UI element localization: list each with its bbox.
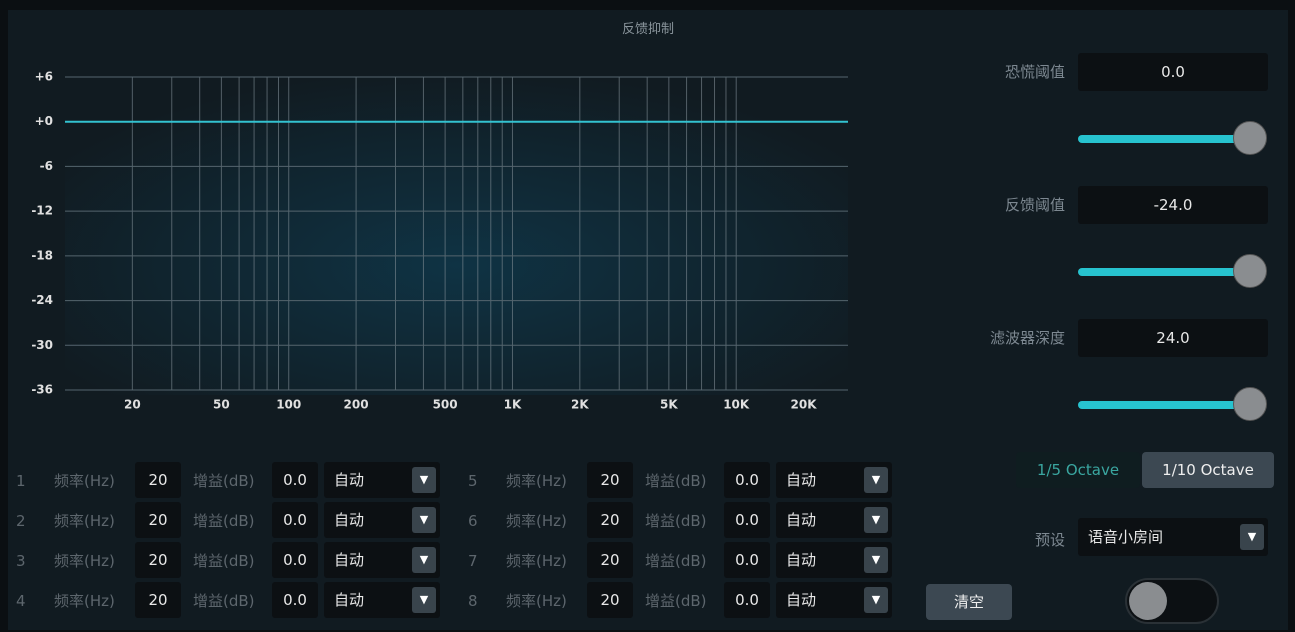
slider-track[interactable] (1078, 268, 1250, 276)
x-tick-label: 10K (723, 398, 750, 412)
freq-value[interactable]: 20 (135, 462, 181, 498)
y-tick-label: -6 (40, 159, 53, 173)
gain-label: 增益(dB) (193, 512, 255, 530)
freq-label: 频率(Hz) (54, 512, 115, 530)
dropdown-arrow[interactable]: ▼ (412, 587, 436, 613)
preset-dropdown[interactable]: 语音小房间 (1078, 518, 1268, 556)
freq-value[interactable]: 20 (587, 462, 633, 498)
gain-label: 增益(dB) (645, 592, 707, 610)
slider-knob[interactable] (1233, 387, 1267, 421)
freq-value[interactable]: 20 (587, 542, 633, 578)
freq-label: 频率(Hz) (506, 592, 567, 610)
clear-button[interactable]: 清空 (926, 584, 1012, 620)
x-tick-label: 5K (660, 398, 678, 412)
dropdown-arrow[interactable]: ▼ (412, 547, 436, 573)
filter-index: 1 (16, 472, 26, 490)
dropdown-arrow[interactable]: ▼ (1240, 524, 1264, 550)
panel: 反馈抑制 +6 +0 -6 -12 -18 -24 -30 -36 20 50 100 200 500 1… (8, 10, 1288, 630)
octave-button[interactable]: 1/5 Octave (1016, 452, 1140, 488)
freq-value[interactable]: 20 (587, 502, 633, 538)
freq-label: 频率(Hz) (54, 472, 115, 490)
filter-index: 8 (468, 592, 478, 610)
freq-value[interactable]: 20 (587, 582, 633, 618)
gain-label: 增益(dB) (645, 472, 707, 490)
slider-track[interactable] (1078, 401, 1250, 409)
dropdown-arrow[interactable]: ▼ (864, 507, 888, 533)
y-tick-label: +0 (35, 114, 53, 128)
control-label: 反馈阈值 (1004, 196, 1065, 214)
y-tick-label: -24 (31, 293, 53, 307)
filter-index: 6 (468, 512, 478, 530)
control-value[interactable]: 0.0 (1078, 53, 1268, 91)
octave-button[interactable]: 1/10 Octave (1142, 452, 1274, 488)
gain-label: 增益(dB) (193, 552, 255, 570)
gain-value[interactable]: 0.0 (272, 582, 318, 618)
gain-label: 增益(dB) (193, 592, 255, 610)
gain-label: 增益(dB) (645, 512, 707, 530)
gain-value[interactable]: 0.0 (272, 502, 318, 538)
freq-value[interactable]: 20 (135, 582, 181, 618)
freq-label: 频率(Hz) (506, 512, 567, 530)
y-tick-label: -12 (31, 204, 53, 218)
gain-value[interactable]: 0.0 (724, 462, 770, 498)
y-tick-label: +6 (35, 70, 53, 84)
slider-track[interactable] (1078, 135, 1250, 143)
y-tick-label: -36 (31, 383, 53, 397)
control-label: 滤波器深度 (989, 329, 1065, 347)
freq-value[interactable]: 20 (135, 542, 181, 578)
x-tick-label: 100 (276, 398, 301, 412)
freq-label: 频率(Hz) (506, 472, 567, 490)
dropdown-arrow[interactable]: ▼ (864, 547, 888, 573)
x-tick-label: 20 (124, 398, 141, 412)
gain-label: 增益(dB) (193, 472, 255, 490)
filter-index: 3 (16, 552, 26, 570)
filter-index: 4 (16, 592, 26, 610)
dropdown-arrow[interactable]: ▼ (412, 507, 436, 533)
gain-value[interactable]: 0.0 (272, 462, 318, 498)
slider-knob[interactable] (1233, 121, 1267, 155)
freq-label: 频率(Hz) (54, 592, 115, 610)
gain-value[interactable]: 0.0 (724, 542, 770, 578)
x-tick-label: 200 (344, 398, 369, 412)
x-tick-label: 50 (213, 398, 230, 412)
y-tick-label: -30 (31, 338, 53, 352)
slider-knob[interactable] (1233, 254, 1267, 288)
dropdown-arrow[interactable]: ▼ (412, 467, 436, 493)
gain-label: 增益(dB) (645, 552, 707, 570)
toggle-knob[interactable] (1129, 582, 1167, 620)
control-value[interactable]: -24.0 (1078, 186, 1268, 224)
gain-value[interactable]: 0.0 (272, 542, 318, 578)
dropdown-arrow[interactable]: ▼ (864, 467, 888, 493)
plot-bg (65, 70, 848, 395)
dropdown-arrow[interactable]: ▼ (864, 587, 888, 613)
x-tick-label: 1K (504, 398, 522, 412)
freq-label: 频率(Hz) (54, 552, 115, 570)
panel-title: 反馈抑制 (621, 22, 674, 37)
control-value[interactable]: 24.0 (1078, 319, 1268, 357)
x-tick-label: 20K (791, 398, 818, 412)
freq-label: 频率(Hz) (506, 552, 567, 570)
preset-label: 预设 (1034, 531, 1065, 549)
y-tick-label: -18 (31, 248, 53, 262)
filter-index: 7 (468, 552, 478, 570)
filter-index: 5 (468, 472, 478, 490)
eq-chart: +6 +0 -6 -12 -18 -24 -30 -36 20 50 100 200 500 1K 2K 5K… (31, 70, 848, 412)
gain-value[interactable]: 0.0 (724, 582, 770, 618)
filter-index: 2 (16, 512, 26, 530)
x-tick-label: 2K (571, 398, 589, 412)
x-tick-label: 500 (433, 398, 458, 412)
control-label: 恐慌阈值 (1004, 63, 1065, 81)
gain-value[interactable]: 0.0 (724, 502, 770, 538)
freq-value[interactable]: 20 (135, 502, 181, 538)
